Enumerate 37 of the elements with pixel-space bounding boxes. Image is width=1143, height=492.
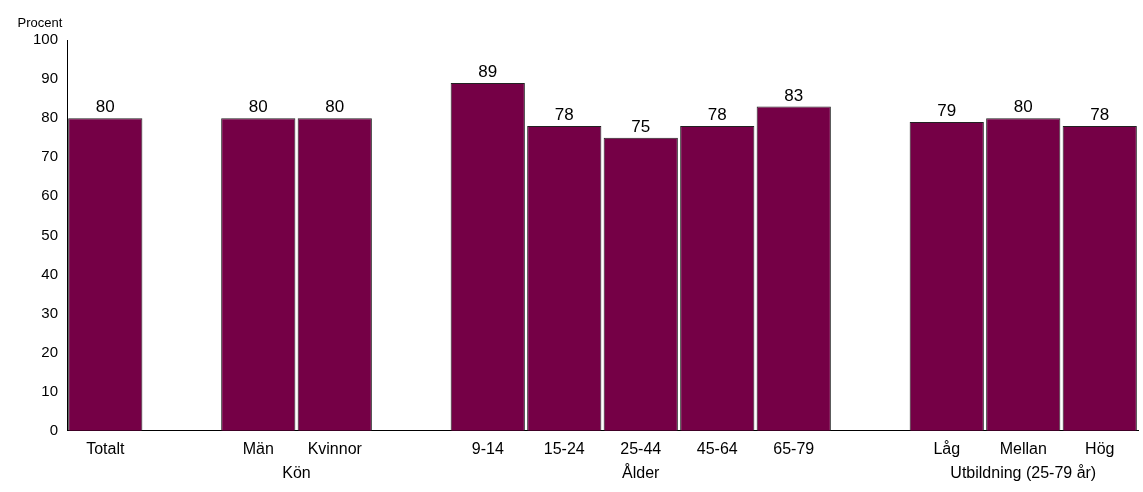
x-tick-label: Kvinnor [307, 439, 363, 457]
x-tick-label: Totalt [86, 439, 125, 457]
y-tick-label: 30 [41, 303, 59, 321]
x-tick-label: 15-24 [543, 439, 585, 457]
data-label: 80 [1013, 97, 1033, 117]
y-tick-label: 70 [41, 147, 59, 165]
data-label: 78 [707, 105, 727, 125]
y-tick-label: 90 [41, 69, 59, 87]
text: Ålder [622, 463, 661, 482]
x-tick-label: Mellan [999, 439, 1047, 457]
text: Kön [282, 464, 311, 482]
data-label: 89 [478, 62, 498, 82]
x-tick-label: 25-44 [620, 439, 662, 457]
y-tick-label: 100 [33, 30, 59, 48]
y-tick-label: 40 [41, 264, 59, 282]
y-tick-label: 10 [41, 381, 59, 399]
y-axis-title: Procent [17, 15, 63, 31]
y-tick-label: 20 [41, 342, 59, 360]
x-tick-label: 65-79 [773, 439, 815, 457]
data-label: 80 [248, 97, 268, 117]
data-label: 78 [554, 105, 574, 125]
text: Utbildning (25-79 år) [950, 464, 1097, 482]
data-label: 83 [784, 85, 804, 105]
y-tick-label: 80 [41, 108, 59, 126]
x-tick-label: Låg [933, 439, 961, 457]
y-tick-label: 0 [49, 420, 59, 438]
data-label: 79 [937, 101, 957, 121]
data-label: 78 [1090, 105, 1110, 125]
y-tick-label: 60 [41, 186, 59, 204]
x-tick-label: 9-14 [471, 439, 504, 457]
y-tick-label: 50 [41, 225, 59, 243]
data-label: 80 [325, 97, 345, 117]
data-label: 80 [95, 97, 115, 117]
x-tick-label: Män [242, 439, 274, 457]
data-label: 75 [631, 116, 651, 136]
x-tick-label: Hög [1085, 439, 1115, 457]
x-tick-label: 45-64 [696, 439, 738, 457]
